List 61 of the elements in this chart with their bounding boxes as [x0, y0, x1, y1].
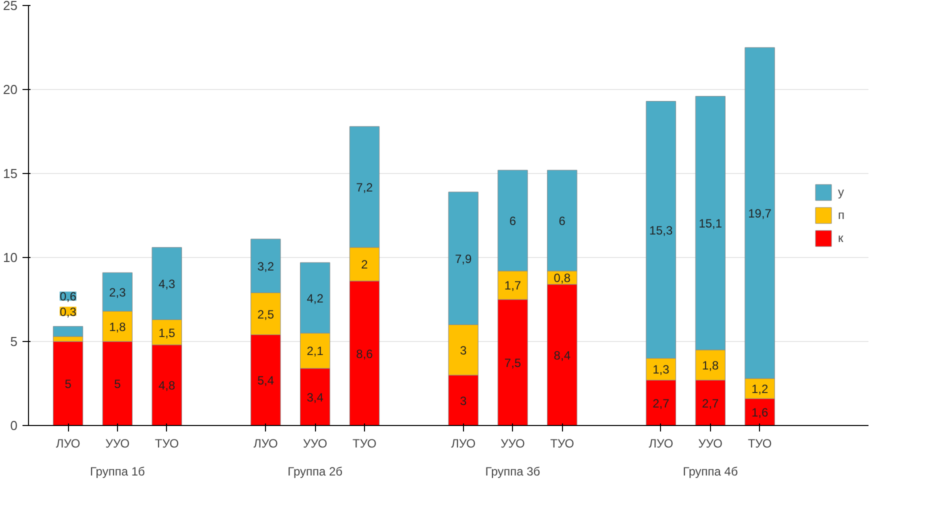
y-tick-label: 20	[3, 82, 18, 97]
x-tick-label: ТУО	[748, 436, 772, 450]
x-tick-label: ТУО	[352, 436, 376, 450]
data-label: 7,9	[454, 252, 472, 266]
data-label: 5,4	[257, 374, 274, 388]
x-tick-label: ТУО	[154, 436, 179, 450]
x-tick-label: УУО	[500, 436, 525, 450]
data-label: 6	[509, 214, 516, 228]
data-label: 19,7	[748, 206, 772, 220]
y-tick-label: 0	[10, 418, 18, 433]
data-label: 1,7	[504, 278, 522, 293]
data-label: 1,5	[158, 326, 176, 340]
data-label: 5	[64, 377, 72, 391]
text: Группа 2б	[288, 464, 343, 478]
data-label: 1,2	[751, 382, 768, 396]
x-tick-label: УУО	[105, 436, 130, 450]
text: Группа 1б	[90, 464, 146, 478]
data-label: 8,6	[356, 346, 374, 361]
data-label: 3,2	[257, 259, 274, 274]
data-label: 2,1	[306, 344, 324, 358]
data-label: 7,2	[356, 180, 374, 194]
x-tick-label: УУО	[698, 436, 722, 450]
legend-label: к	[838, 231, 844, 245]
legend-label: п	[838, 208, 846, 222]
data-label: 2,7	[652, 396, 670, 410]
data-label: 4,8	[158, 378, 176, 393]
x-tick-label: ЛУО	[56, 436, 80, 450]
data-label: 1,8	[109, 320, 126, 334]
data-label: 4,3	[158, 277, 176, 292]
data-label: 0,6	[60, 290, 77, 304]
text: Группа 4б	[682, 464, 738, 478]
data-label: 2	[361, 258, 368, 272]
data-label: 1,3	[652, 362, 670, 377]
data-label: 2,7	[702, 396, 720, 410]
data-label: 5	[114, 377, 122, 391]
x-tick-label: ЛУО	[648, 436, 674, 450]
data-label: 3	[460, 343, 467, 358]
data-label: 6	[558, 214, 566, 228]
data-label: 8,4	[554, 348, 571, 362]
y-tick-label: 10	[3, 250, 18, 265]
text: Группа 3б	[485, 464, 540, 478]
y-tick-label: 5	[10, 334, 18, 349]
data-label: 2,3	[109, 285, 126, 300]
x-tick-label: ТУО	[550, 436, 574, 450]
data-label: 15,1	[698, 216, 722, 231]
x-tick-label: ЛУО	[253, 436, 278, 450]
data-label: 15,3	[649, 223, 673, 238]
y-tick-label: 25	[3, 0, 18, 13]
x-tick-label: УУО	[302, 436, 328, 450]
data-label: 3	[460, 394, 467, 408]
data-label: 7,5	[504, 356, 522, 370]
x-tick-label: ЛУО	[451, 436, 476, 450]
data-label: 0,3	[60, 304, 77, 319]
data-label: 1,8	[702, 358, 720, 373]
data-label: 0,8	[554, 271, 571, 286]
data-label: 4,2	[306, 291, 324, 306]
data-label: 1,6	[751, 406, 768, 420]
data-label: 3,4	[306, 390, 324, 404]
y-tick-label: 15	[3, 166, 18, 181]
legend-label: у	[838, 185, 845, 199]
data-label: 2,5	[257, 307, 274, 322]
